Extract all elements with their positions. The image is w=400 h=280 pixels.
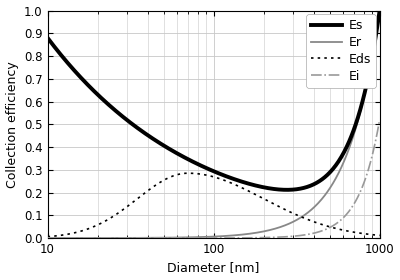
Ei — [130, 236, 135, 240]
Ei — [295, 234, 300, 237]
Eds — [268, 200, 272, 204]
Es — [267, 187, 272, 190]
Er — [377, 9, 382, 12]
Er — [104, 236, 109, 240]
Eds — [130, 200, 135, 204]
Es — [285, 188, 290, 192]
Er — [267, 228, 272, 232]
Eds — [104, 219, 109, 222]
Er — [295, 218, 300, 221]
Ei — [267, 236, 272, 239]
Ei — [104, 236, 109, 240]
Es — [377, 9, 382, 12]
Legend: Es, Er, Eds, Ei: Es, Er, Eds, Ei — [306, 14, 376, 88]
Line: Es: Es — [48, 11, 380, 190]
Line: Er: Er — [48, 11, 380, 238]
Ei — [45, 236, 50, 240]
Er — [130, 236, 135, 240]
Ei — [377, 118, 382, 122]
Eds — [242, 187, 246, 190]
Er — [241, 233, 246, 236]
Eds — [377, 234, 382, 237]
Line: Ei: Ei — [48, 120, 380, 238]
Ei — [196, 236, 200, 240]
Es — [45, 36, 50, 39]
Er — [45, 236, 50, 240]
Eds — [186, 172, 190, 175]
X-axis label: Diameter [nm]: Diameter [nm] — [168, 262, 260, 274]
Er — [196, 235, 200, 239]
Es — [296, 187, 300, 191]
Es — [196, 162, 200, 166]
Eds — [196, 172, 201, 176]
Es — [130, 123, 135, 126]
Es — [104, 101, 109, 104]
Eds — [296, 214, 300, 217]
Ei — [241, 236, 246, 240]
Eds — [45, 235, 50, 238]
Es — [241, 180, 246, 184]
Y-axis label: Collection efficiency: Collection efficiency — [6, 61, 18, 188]
Line: Eds: Eds — [48, 173, 380, 237]
